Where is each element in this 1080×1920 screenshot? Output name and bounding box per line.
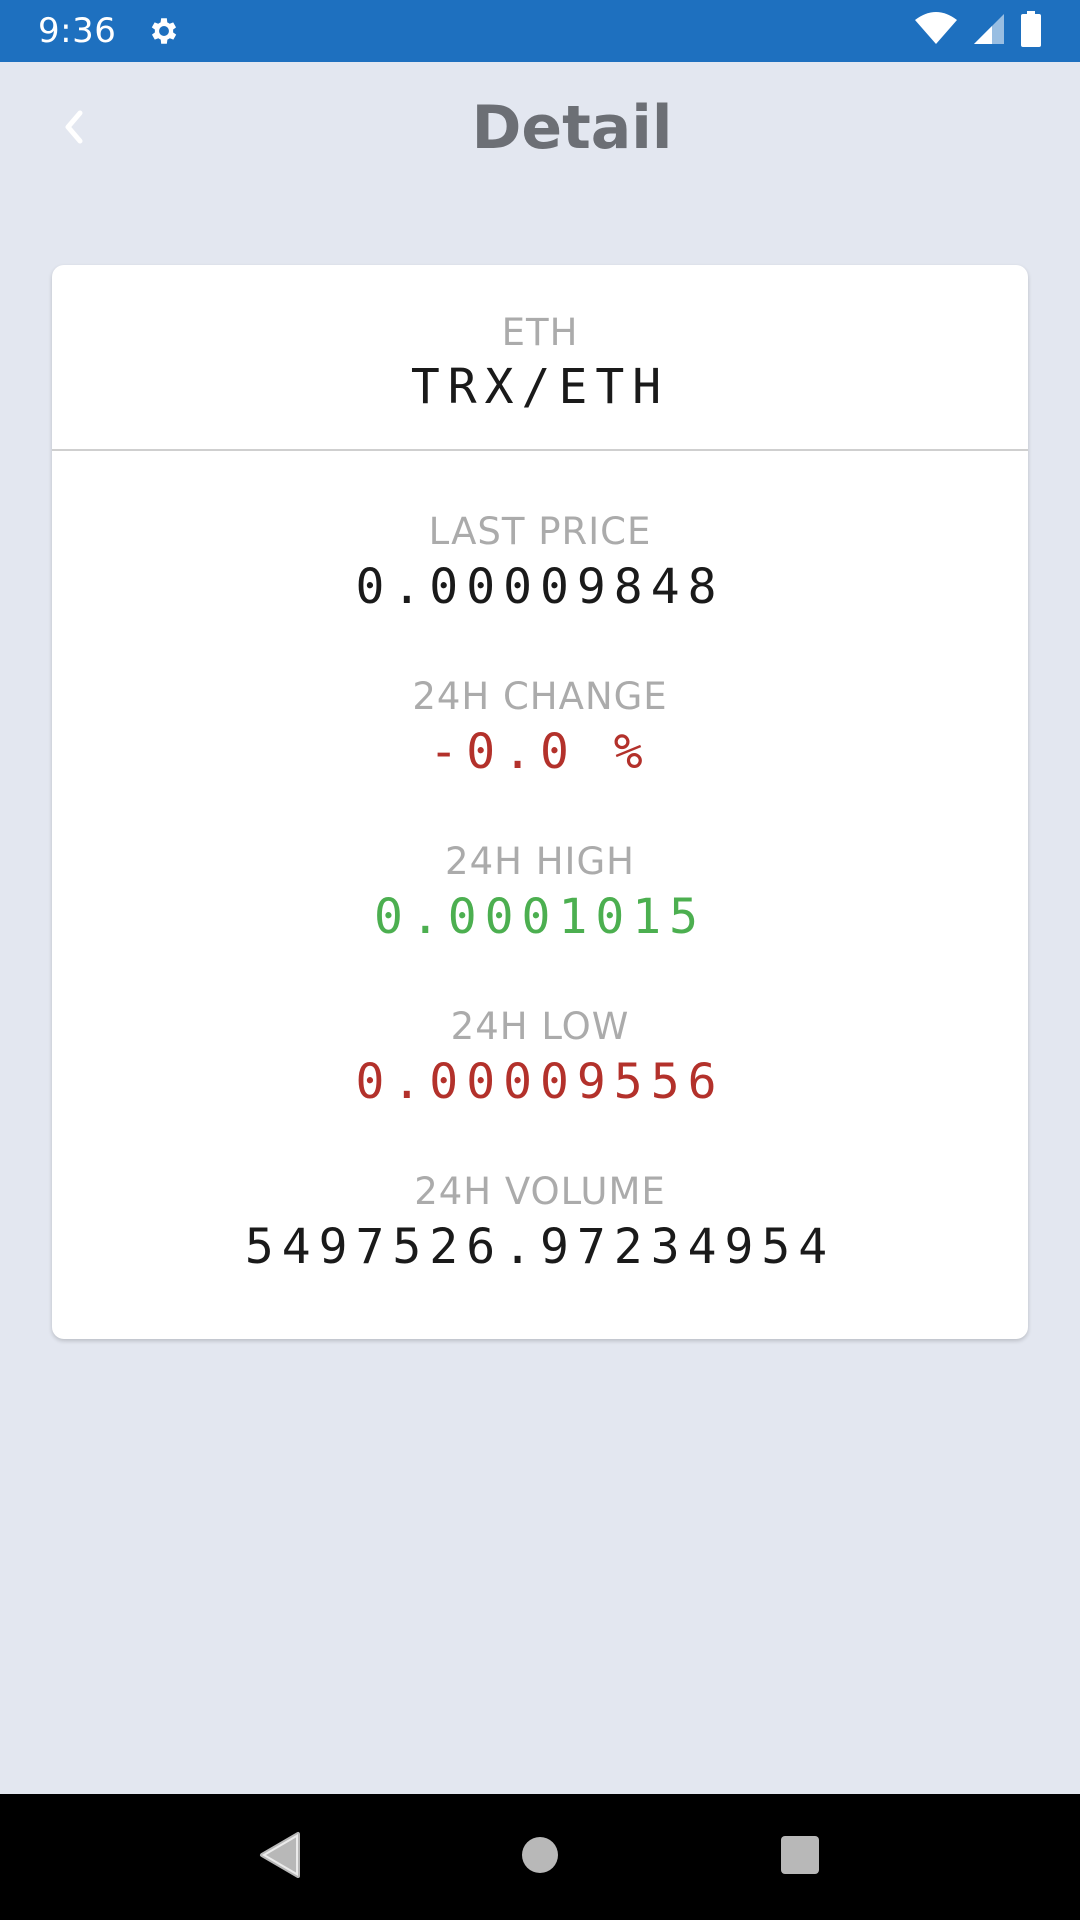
header: Detail xyxy=(0,62,1080,208)
stat-label: 24H CHANGE xyxy=(412,675,668,718)
stat-label: 24H HIGH xyxy=(445,840,635,883)
system-nav-bar xyxy=(0,1794,1080,1920)
stat-24h-change: 24H CHANGE -0.0 % xyxy=(52,674,1028,839)
stat-24h-low: 24H LOW 0.00009556 xyxy=(52,1004,1028,1169)
stat-last-price: LAST PRICE 0.00009848 xyxy=(52,509,1028,674)
pair-name: TRX/ETH xyxy=(410,359,670,415)
stat-value: -0.0 % xyxy=(429,724,651,780)
market-label: ETH xyxy=(501,311,579,354)
recents-square-icon xyxy=(779,1834,821,1881)
nav-home-button[interactable] xyxy=(500,1817,580,1897)
nav-back-button[interactable] xyxy=(240,1817,320,1897)
stat-24h-high: 24H HIGH 0.0001015 xyxy=(52,839,1028,1004)
card-header: ETH TRX/ETH xyxy=(52,265,1028,451)
stat-value: 0.00009848 xyxy=(355,559,725,615)
stat-label: 24H VOLUME xyxy=(414,1170,666,1213)
status-bar: 9:36 xyxy=(0,0,1080,62)
detail-card: ETH TRX/ETH LAST PRICE 0.00009848 24H CH… xyxy=(52,265,1028,1339)
status-time: 9:36 xyxy=(38,11,117,51)
stat-value: 5497526.97234954 xyxy=(244,1219,836,1275)
gear-icon xyxy=(146,13,182,49)
page-title: Detail xyxy=(471,93,673,163)
back-button[interactable] xyxy=(48,104,98,154)
stat-label: LAST PRICE xyxy=(428,510,652,553)
stat-24h-volume: 24H VOLUME 5497526.97234954 xyxy=(52,1169,1028,1334)
stats-list: LAST PRICE 0.00009848 24H CHANGE -0.0 % … xyxy=(52,451,1028,1334)
home-circle-icon xyxy=(520,1835,560,1880)
nav-recents-button[interactable] xyxy=(760,1817,840,1897)
wifi-icon xyxy=(914,11,958,51)
battery-icon xyxy=(1020,10,1042,52)
stat-value: 0.0001015 xyxy=(373,889,707,945)
stat-label: 24H LOW xyxy=(450,1005,630,1048)
chevron-left-icon xyxy=(58,107,88,152)
cell-signal-icon xyxy=(972,12,1006,51)
stat-value: 0.00009556 xyxy=(355,1054,725,1110)
back-triangle-icon xyxy=(258,1830,302,1885)
